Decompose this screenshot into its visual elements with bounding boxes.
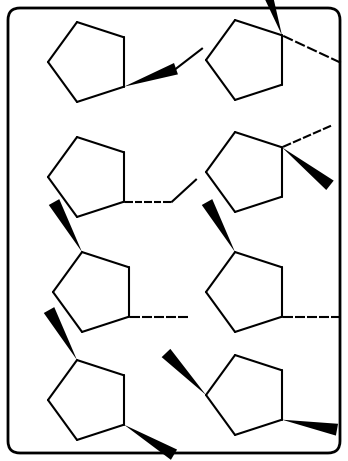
- Polygon shape: [258, 0, 282, 35]
- Polygon shape: [124, 425, 177, 460]
- FancyBboxPatch shape: [8, 8, 340, 453]
- Polygon shape: [124, 63, 178, 87]
- Polygon shape: [202, 199, 235, 252]
- Polygon shape: [49, 199, 82, 252]
- Polygon shape: [44, 307, 77, 360]
- Polygon shape: [162, 349, 206, 395]
- Polygon shape: [282, 420, 338, 436]
- Polygon shape: [282, 148, 334, 190]
